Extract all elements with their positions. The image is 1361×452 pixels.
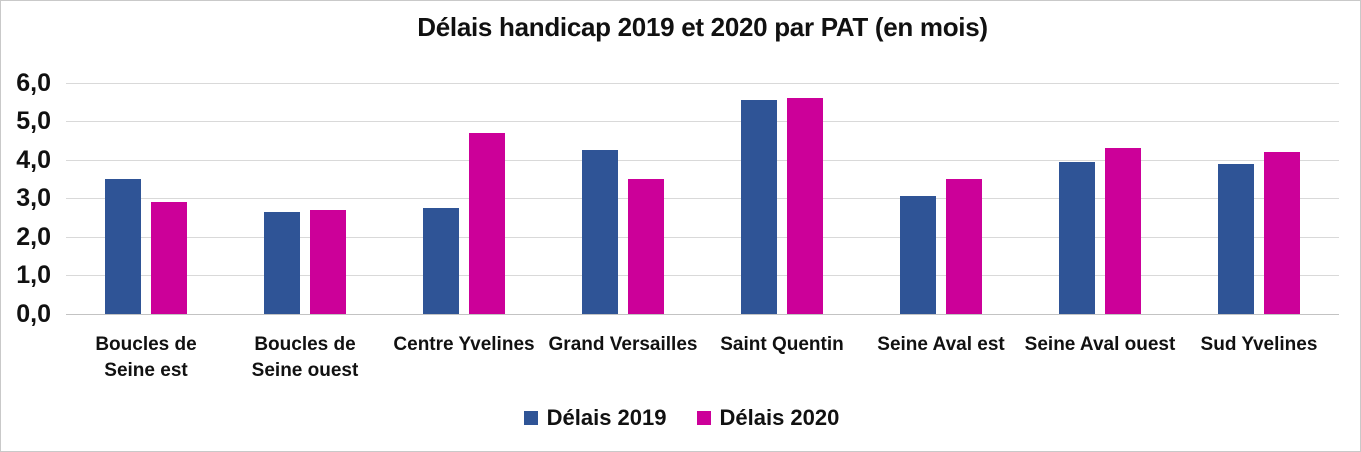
category-label-line: Seine Aval est bbox=[877, 334, 1005, 355]
y-axis-tick-label: 0,0 bbox=[16, 300, 51, 328]
bar-delais-2020 bbox=[787, 98, 823, 314]
gridline bbox=[66, 198, 1339, 199]
bar-delais-2020 bbox=[469, 133, 505, 314]
bar-delais-2019 bbox=[1059, 162, 1095, 314]
legend-label-2020: Délais 2020 bbox=[719, 405, 840, 430]
bar-delais-2020 bbox=[1105, 148, 1141, 314]
x-axis-line bbox=[66, 314, 1339, 315]
gridline bbox=[66, 83, 1339, 84]
gridline bbox=[66, 121, 1339, 122]
y-axis-tick-label: 6,0 bbox=[16, 69, 51, 97]
legend: Délais 2019 Délais 2020 bbox=[1, 405, 1360, 431]
bar-delais-2019 bbox=[582, 150, 618, 314]
category-label-line: Centre Yvelines bbox=[393, 334, 535, 355]
category-label-line: Boucles de bbox=[254, 334, 356, 355]
bar-delais-2020 bbox=[946, 179, 982, 314]
bar-delais-2020 bbox=[1264, 152, 1300, 314]
category-label-line: Seine ouest bbox=[251, 360, 359, 381]
category-label-line: Seine est bbox=[104, 360, 188, 381]
x-axis-category-label: Sud Yvelines bbox=[1180, 332, 1338, 358]
bar-delais-2019 bbox=[900, 196, 936, 314]
bar-delais-2020 bbox=[310, 210, 346, 314]
category-label-line: Boucles de bbox=[95, 334, 197, 355]
x-axis-category-label: Seine Aval est bbox=[862, 332, 1020, 358]
legend-item-delais-2019: Délais 2019 bbox=[523, 405, 667, 431]
category-label-line: Saint Quentin bbox=[720, 334, 844, 355]
y-axis-tick-label: 3,0 bbox=[16, 184, 51, 212]
y-axis-tick-label: 1,0 bbox=[16, 261, 51, 289]
category-label-line: Grand Versailles bbox=[548, 334, 698, 355]
bar-delais-2019 bbox=[1218, 164, 1254, 314]
x-axis-category-label: Seine Aval ouest bbox=[1021, 332, 1179, 358]
legend-item-delais-2020: Délais 2020 bbox=[696, 405, 840, 431]
bar-delais-2019 bbox=[264, 212, 300, 314]
gridline bbox=[66, 237, 1339, 238]
gridline bbox=[66, 160, 1339, 161]
bar-delais-2019 bbox=[105, 179, 141, 314]
bar-delais-2020 bbox=[151, 202, 187, 314]
x-axis-category-label: Boucles de Seine ouest bbox=[226, 332, 384, 384]
x-axis-category-label: Centre Yvelines bbox=[385, 332, 543, 358]
x-axis-category-label: Grand Versailles bbox=[544, 332, 702, 358]
y-axis-tick-label: 5,0 bbox=[16, 107, 51, 135]
bar-delais-2019 bbox=[423, 208, 459, 314]
bar-delais-2019 bbox=[741, 100, 777, 314]
y-axis-tick-label: 2,0 bbox=[16, 223, 51, 251]
legend-label-2019: Délais 2019 bbox=[546, 405, 667, 430]
legend-color-swatch-2019 bbox=[523, 411, 538, 425]
legend-color-swatch-2020 bbox=[696, 411, 711, 425]
chart-title: Délais handicap 2019 et 2020 par PAT (en… bbox=[417, 12, 988, 42]
category-label-line: Sud Yvelines bbox=[1200, 334, 1318, 355]
x-axis-category-label: Saint Quentin bbox=[703, 332, 861, 358]
x-axis-category-label: Boucles de Seine est bbox=[67, 332, 225, 384]
category-label-line: Seine Aval ouest bbox=[1024, 334, 1176, 355]
y-axis-tick-label: 4,0 bbox=[16, 146, 51, 174]
gridline bbox=[66, 275, 1339, 276]
bar-delais-2020 bbox=[628, 179, 664, 314]
